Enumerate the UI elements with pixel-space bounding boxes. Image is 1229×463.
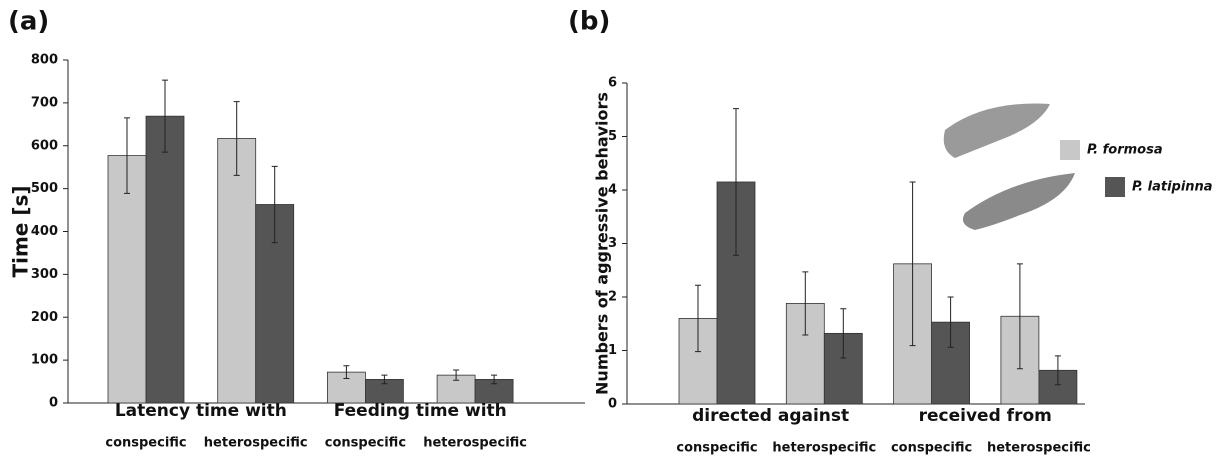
error-bar: [947, 296, 954, 348]
legend-swatch: [1105, 177, 1125, 197]
y-tick-label: 5: [608, 129, 617, 144]
error-bar: [733, 108, 739, 256]
y-axis-label: Time [s]: [9, 185, 33, 277]
y-tick-label: 100: [31, 353, 58, 368]
x-tick-label: conspecific: [105, 436, 186, 451]
error-bar: [909, 181, 916, 347]
panel-label: (b): [568, 7, 610, 37]
error-bar: [381, 374, 388, 385]
y-tick-label: 200: [31, 310, 58, 325]
y-tick-label: 400: [31, 224, 58, 239]
y-tick-label: 0: [49, 396, 58, 411]
y-tick-label: 4: [608, 183, 617, 198]
y-tick-label: 500: [31, 181, 58, 196]
fish-body: [943, 103, 1050, 158]
bar: [145, 115, 185, 404]
y-tick-label: 2: [608, 290, 617, 305]
x-tick-label: conspecific: [891, 441, 972, 456]
error-bar: [233, 101, 240, 176]
x-tick-label: heterospecific: [987, 441, 1091, 456]
error-bar: [1016, 263, 1023, 370]
fish-body: [962, 173, 1075, 230]
x-tick-label: heterospecific: [772, 441, 876, 456]
group-label: Latency time with: [115, 401, 287, 421]
error-bar: [162, 79, 168, 153]
error-bar: [802, 271, 809, 336]
fish-image: [943, 103, 1075, 230]
y-tick-label: 1: [608, 343, 617, 358]
error-bar: [1054, 355, 1061, 386]
group-label: Feeding time with: [334, 401, 507, 421]
panel-label: (a): [8, 7, 49, 37]
error-bar: [271, 165, 278, 244]
y-tick-label: 300: [31, 267, 58, 282]
y-tick-label: 0: [608, 397, 617, 412]
error-bar: [343, 365, 350, 380]
group-label: received from: [919, 406, 1052, 426]
bar: [107, 155, 147, 404]
error-bar: [453, 369, 460, 381]
error-bar: [124, 117, 130, 194]
y-tick-label: 3: [608, 236, 617, 251]
y-tick-label: 600: [31, 138, 58, 153]
x-tick-label: conspecific: [325, 436, 406, 451]
x-tick-label: conspecific: [676, 441, 757, 456]
error-bar: [491, 374, 498, 385]
x-tick-label: heterospecific: [204, 436, 308, 451]
group-label: directed against: [692, 406, 849, 426]
legend-label: P. formosa: [1087, 143, 1163, 158]
legend-swatch: [1060, 140, 1080, 160]
y-tick-label: 800: [31, 53, 58, 68]
legend-label: P. latipinna: [1132, 180, 1213, 195]
error-bar: [840, 308, 847, 359]
bar: [217, 138, 257, 404]
x-tick-label: heterospecific: [423, 436, 527, 451]
error-bar: [695, 284, 701, 353]
y-axis-label: Numbers of aggressive behaviors: [593, 92, 612, 395]
y-tick-label: 700: [31, 95, 58, 110]
y-tick-label: 6: [608, 76, 617, 91]
